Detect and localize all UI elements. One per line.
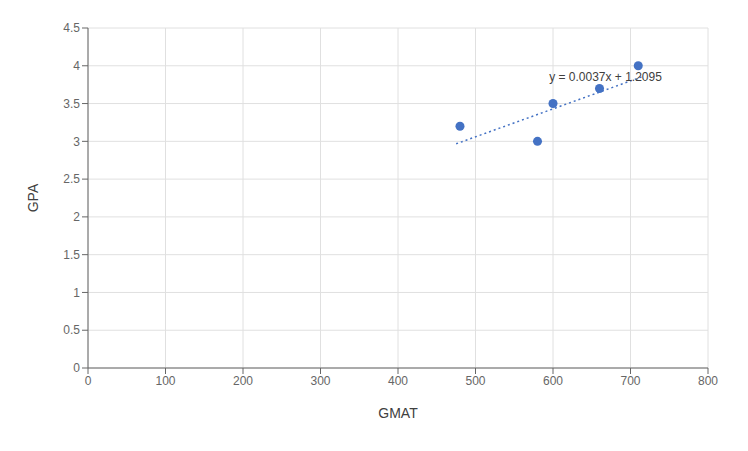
svg-text:4.5: 4.5 [63, 21, 80, 35]
svg-text:0.5: 0.5 [63, 323, 80, 337]
svg-text:3.5: 3.5 [63, 97, 80, 111]
svg-text:2.5: 2.5 [63, 172, 80, 186]
svg-text:600: 600 [543, 374, 563, 388]
svg-text:GPA: GPA [25, 183, 41, 212]
svg-text:700: 700 [620, 374, 640, 388]
svg-text:1: 1 [73, 286, 80, 300]
svg-text:y = 0.0037x + 1.2095: y = 0.0037x + 1.2095 [549, 70, 662, 84]
svg-text:0: 0 [85, 374, 92, 388]
svg-text:500: 500 [465, 374, 485, 388]
svg-text:200: 200 [233, 374, 253, 388]
svg-text:4: 4 [73, 59, 80, 73]
svg-text:0: 0 [73, 361, 80, 375]
svg-text:3: 3 [73, 135, 80, 149]
svg-text:2: 2 [73, 210, 80, 224]
svg-text:300: 300 [310, 374, 330, 388]
svg-text:100: 100 [155, 374, 175, 388]
svg-text:1.5: 1.5 [63, 248, 80, 262]
svg-text:400: 400 [388, 374, 408, 388]
svg-text:800: 800 [698, 374, 718, 388]
svg-text:GMAT: GMAT [378, 405, 418, 421]
